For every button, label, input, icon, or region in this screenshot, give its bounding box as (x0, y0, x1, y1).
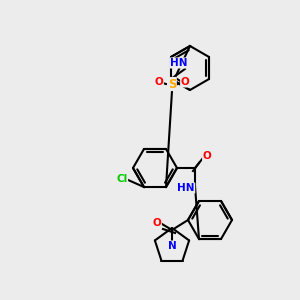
Text: O: O (153, 218, 161, 228)
Text: O: O (202, 151, 211, 161)
Text: HN: HN (170, 58, 188, 68)
Text: O: O (181, 77, 189, 87)
Text: Cl: Cl (116, 174, 128, 184)
Text: S: S (168, 77, 176, 91)
Text: N: N (168, 241, 176, 251)
Text: HN: HN (177, 183, 195, 193)
Text: O: O (154, 77, 164, 87)
